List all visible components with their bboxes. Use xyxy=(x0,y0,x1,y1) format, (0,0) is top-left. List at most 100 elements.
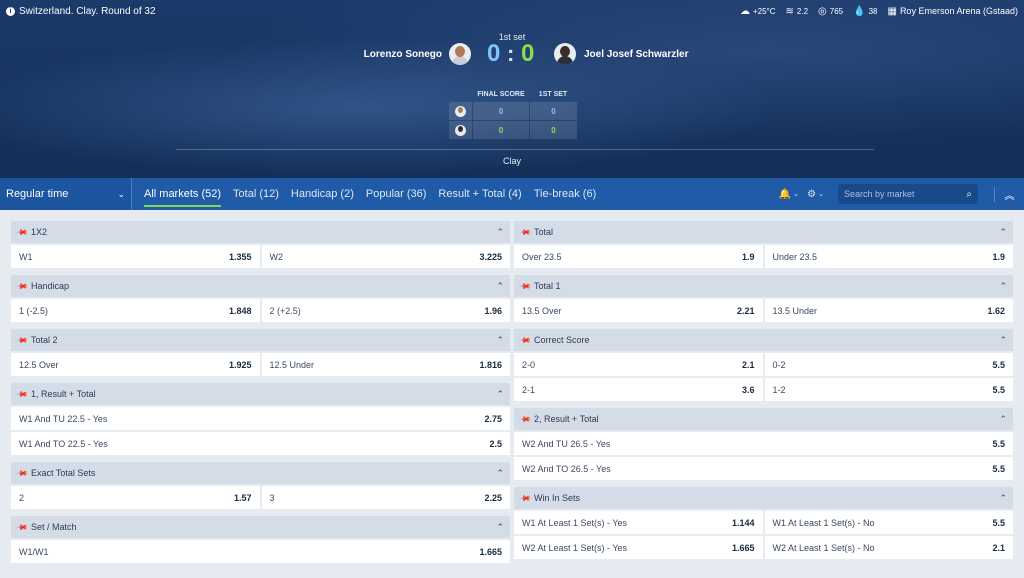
player2-score: 0 xyxy=(521,40,535,67)
market-header[interactable]: 📌 Correct Score ⌃ xyxy=(514,329,1013,351)
match-hero: i Switzerland. Clay. Round of 32 ☁ +25°C … xyxy=(0,0,1024,178)
odd-button[interactable]: W1 And TU 22.5 - Yes 2.75 xyxy=(11,407,510,430)
market-header[interactable]: 📌 Total ⌃ xyxy=(514,221,1013,243)
tab-handicap[interactable]: Handicap (2) xyxy=(290,188,354,200)
temperature: ☁ +25°C xyxy=(739,5,776,17)
odd-button[interactable]: 2-1 3.6 xyxy=(514,378,763,401)
market-set-match: 📌 Set / Match ⌃ W1/W1 1.665 xyxy=(11,516,510,563)
settings-button[interactable]: ⚙ ⌄ xyxy=(807,189,824,200)
market-header[interactable]: 📌 1, Result + Total ⌃ xyxy=(11,383,510,405)
player2-name[interactable]: Joel Josef Schwarzler xyxy=(584,49,689,60)
markets-left-column: 📌 1X2 ⌃ W1 1.355 W2 3.225 📌 Handicap ⌃ 1 (-2.5… xyxy=(11,221,510,570)
arena: ▦ Roy Emerson Arena (Gstaad) xyxy=(887,5,1018,17)
chevron-up-icon[interactable]: ⌃ xyxy=(999,280,1007,291)
market-title: Set / Match xyxy=(30,522,77,532)
odd-button[interactable]: W2 3.225 xyxy=(261,245,510,268)
chevron-up-icon[interactable]: ⌃ xyxy=(999,492,1007,503)
chevron-up-icon[interactable]: ⌃ xyxy=(496,388,504,399)
player1-name[interactable]: Lorenzo Sonego xyxy=(363,49,442,60)
odd-button[interactable]: 13.5 Over 2.21 xyxy=(514,299,763,322)
chevron-up-icon[interactable]: ⌃ xyxy=(496,467,504,478)
score-table-row: 0 0 xyxy=(449,121,577,139)
odd-button[interactable]: W1/W1 1.665 xyxy=(11,540,510,563)
gear-icon: ⚙ xyxy=(807,188,817,200)
player1-final-score: 0 xyxy=(473,102,529,120)
tab-tie-break[interactable]: Tie-break (6) xyxy=(533,188,597,200)
odd-button[interactable]: Over 23.5 1.9 xyxy=(514,245,763,268)
pin-icon[interactable]: 📌 xyxy=(518,225,532,239)
market-header[interactable]: 📌 Win In Sets ⌃ xyxy=(514,487,1013,509)
odd-button[interactable]: 12.5 Under 1.816 xyxy=(261,353,510,376)
chevron-up-icon[interactable]: ⌃ xyxy=(999,226,1007,237)
tab-total[interactable]: Total (12) xyxy=(233,188,279,200)
pin-icon[interactable]: 📌 xyxy=(15,466,29,480)
market-title: Exact Total Sets xyxy=(30,468,96,478)
odd-button[interactable]: Under 23.5 1.9 xyxy=(764,245,1013,268)
pin-icon[interactable]: 📌 xyxy=(15,333,29,347)
chevron-up-icon[interactable]: ⌃ xyxy=(496,334,504,345)
weather-info: ☁ +25°C ≋ 2.2 ◎ 765 💧 38 ▦ Roy Emerson Arena … xyxy=(740,6,1018,17)
odd-button[interactable]: 13.5 Under 1.62 xyxy=(764,299,1013,322)
market-header[interactable]: 📌 1X2 ⌃ xyxy=(11,221,510,243)
market-title: Correct Score xyxy=(533,335,590,345)
score-table-row: 0 0 xyxy=(449,102,577,120)
period-select[interactable]: Regular time ⌄ xyxy=(0,178,132,210)
collapse-button[interactable]: ︽ xyxy=(994,186,1024,202)
odd-button[interactable]: 2 1.57 xyxy=(11,486,260,509)
market-header[interactable]: 📌 Total 1 ⌃ xyxy=(514,275,1013,297)
player1-set1-score: 0 xyxy=(530,102,577,120)
court-surface: Clay xyxy=(502,156,521,166)
chevron-up-icon[interactable]: ⌃ xyxy=(496,226,504,237)
tab-all-markets[interactable]: All markets (52) xyxy=(144,178,222,210)
tab-popular[interactable]: Popular (36) xyxy=(365,188,427,200)
market-header[interactable]: 📌 2, Result + Total ⌃ xyxy=(514,408,1013,430)
pin-icon[interactable]: 📌 xyxy=(518,279,532,293)
tournament-title: Switzerland. Clay. Round of 32 xyxy=(19,5,156,17)
current-set-label: 1st set xyxy=(498,32,526,42)
market-header[interactable]: 📌 Total 2 ⌃ xyxy=(11,329,510,351)
period-select-label: Regular time xyxy=(6,188,69,200)
market-header[interactable]: 📌 Exact Total Sets ⌃ xyxy=(11,462,510,484)
market-header[interactable]: 📌 Set / Match ⌃ xyxy=(11,516,510,538)
pin-icon[interactable]: 📌 xyxy=(518,412,532,426)
odd-button[interactable]: 2-0 2.1 xyxy=(514,353,763,376)
chevron-up-icon[interactable]: ⌃ xyxy=(999,334,1007,345)
tab-result-total[interactable]: Result + Total (4) xyxy=(438,188,522,200)
odd-button[interactable]: W1 At Least 1 Set(s) - Yes 1.144 xyxy=(514,511,763,534)
chevron-up-icon[interactable]: ⌃ xyxy=(999,413,1007,424)
market-header[interactable]: 📌 Handicap ⌃ xyxy=(11,275,510,297)
market-1-result-total: 📌 1, Result + Total ⌃ W1 And TU 22.5 - Yes… xyxy=(11,383,510,455)
market-handicap: 📌 Handicap ⌃ 1 (-2.5) 1.848 2 (+2.5) 1.96 xyxy=(11,275,510,322)
odd-button[interactable]: W2 At Least 1 Set(s) - Yes 1.665 xyxy=(514,536,763,559)
odd-button[interactable]: 3 2.25 xyxy=(261,486,510,509)
search-icon[interactable]: ⌕ xyxy=(966,188,972,200)
odd-button[interactable]: W2 And TO 26.5 - Yes 5.5 xyxy=(514,457,1013,480)
odd-button[interactable]: W2 At Least 1 Set(s) - No 2.1 xyxy=(764,536,1013,559)
info-icon[interactable]: i xyxy=(6,6,15,16)
notifications-button[interactable]: 🔔 ⌄ xyxy=(779,189,799,200)
pin-icon[interactable]: 📌 xyxy=(15,387,29,401)
pin-icon[interactable]: 📌 xyxy=(15,520,29,534)
pin-icon[interactable]: 📌 xyxy=(15,225,29,239)
pin-icon[interactable]: 📌 xyxy=(15,279,29,293)
market-title: 2, Result + Total xyxy=(533,414,599,424)
search-input[interactable] xyxy=(844,189,954,199)
player2-mini-avatar xyxy=(455,124,466,136)
odd-button[interactable]: 12.5 Over 1.925 xyxy=(11,353,260,376)
market-title: Handicap xyxy=(30,281,69,291)
market-correct-score: 📌 Correct Score ⌃ 2-0 2.1 0-2 5.5 2-1 3.6 1-2… xyxy=(514,329,1013,401)
odd-button[interactable]: W1 At Least 1 Set(s) - No 5.5 xyxy=(764,511,1013,534)
chevron-up-icon[interactable]: ⌃ xyxy=(496,280,504,291)
odd-button[interactable]: W2 And TU 26.5 - Yes 5.5 xyxy=(514,432,1013,455)
chevron-up-icon[interactable]: ⌃ xyxy=(496,521,504,532)
pin-icon[interactable]: 📌 xyxy=(518,491,532,505)
odd-button[interactable]: W1 And TO 22.5 - Yes 2.5 xyxy=(11,432,510,455)
market-title: Total 2 xyxy=(30,335,58,345)
market-win-in-sets: 📌 Win In Sets ⌃ W1 At Least 1 Set(s) - Yes… xyxy=(514,487,1013,559)
odd-button[interactable]: 1 (-2.5) 1.848 xyxy=(11,299,260,322)
odd-button[interactable]: 0-2 5.5 xyxy=(764,353,1013,376)
odd-button[interactable]: 2 (+2.5) 1.96 xyxy=(261,299,510,322)
odd-button[interactable]: W1 1.355 xyxy=(11,245,260,268)
pin-icon[interactable]: 📌 xyxy=(518,333,532,347)
odd-button[interactable]: 1-2 5.5 xyxy=(764,378,1013,401)
